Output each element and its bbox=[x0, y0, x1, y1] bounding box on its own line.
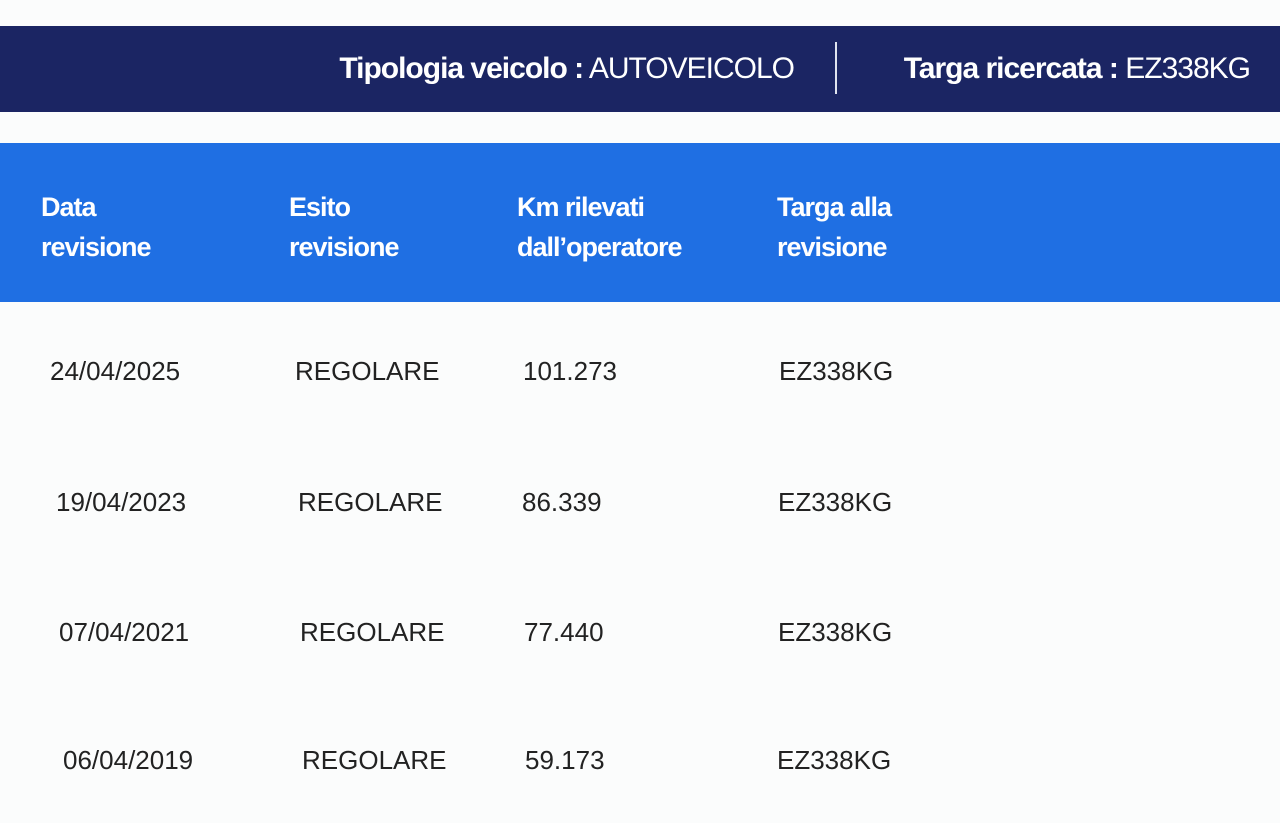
vehicle-info-bar: Tipologia veicolo : AUTOVEICOLO Targa ri… bbox=[0, 26, 1280, 112]
header-line: Data bbox=[41, 192, 97, 222]
searched-plate-label: Targa ricercata : bbox=[903, 52, 1119, 85]
table-row: 24/04/2025 REGOLARE 101.273 EZ338KG bbox=[0, 351, 1280, 391]
divider bbox=[835, 42, 837, 94]
cell-km: 101.273 bbox=[523, 356, 617, 386]
cell-date: 06/04/2019 bbox=[63, 745, 194, 775]
cell-km: 59.173 bbox=[525, 745, 605, 775]
header-line: revisione bbox=[41, 232, 152, 262]
searched-plate: Targa ricercata : EZ338KG bbox=[903, 26, 1251, 112]
cell-km: 86.339 bbox=[522, 487, 602, 517]
cell-result: REGOLARE bbox=[295, 356, 440, 386]
column-header-date: Data revisione bbox=[41, 187, 271, 267]
vehicle-type-label: Tipologia veicolo : bbox=[339, 52, 584, 85]
cell-km: 77.440 bbox=[524, 617, 604, 647]
table-row: 07/04/2021 REGOLARE 77.440 EZ338KG bbox=[0, 612, 1280, 652]
table-header: Data revisione Esito revisione Km rilevati… bbox=[0, 143, 1280, 302]
header-line: dall’operatore bbox=[517, 232, 683, 262]
cell-plate: EZ338KG bbox=[778, 487, 893, 517]
vehicle-type-value: AUTOVEICOLO bbox=[588, 52, 795, 85]
cell-plate: EZ338KG bbox=[777, 745, 892, 775]
header-line: revisione bbox=[289, 232, 400, 262]
cell-plate: EZ338KG bbox=[779, 356, 894, 386]
cell-result: REGOLARE bbox=[300, 617, 445, 647]
column-header-plate: Targa alla revisione bbox=[777, 187, 1007, 267]
header-line: Km rilevati bbox=[517, 192, 645, 222]
header-line: revisione bbox=[777, 232, 888, 262]
vehicle-type: Tipologia veicolo : AUTOVEICOLO bbox=[339, 26, 795, 112]
header-line: Targa alla bbox=[777, 192, 892, 222]
cell-result: REGOLARE bbox=[302, 745, 447, 775]
header-line: Esito bbox=[289, 192, 351, 222]
cell-plate: EZ338KG bbox=[778, 617, 893, 647]
cell-result: REGOLARE bbox=[298, 487, 443, 517]
searched-plate-value: EZ338KG bbox=[1125, 52, 1251, 85]
column-header-km: Km rilevati dall’operatore bbox=[517, 187, 747, 267]
cell-date: 19/04/2023 bbox=[56, 487, 187, 517]
table-row: 19/04/2023 REGOLARE 86.339 EZ338KG bbox=[0, 482, 1280, 522]
table-row: 06/04/2019 REGOLARE 59.173 EZ338KG bbox=[0, 740, 1280, 780]
column-header-result: Esito revisione bbox=[289, 187, 519, 267]
cell-date: 24/04/2025 bbox=[50, 356, 181, 386]
cell-date: 07/04/2021 bbox=[59, 617, 190, 647]
